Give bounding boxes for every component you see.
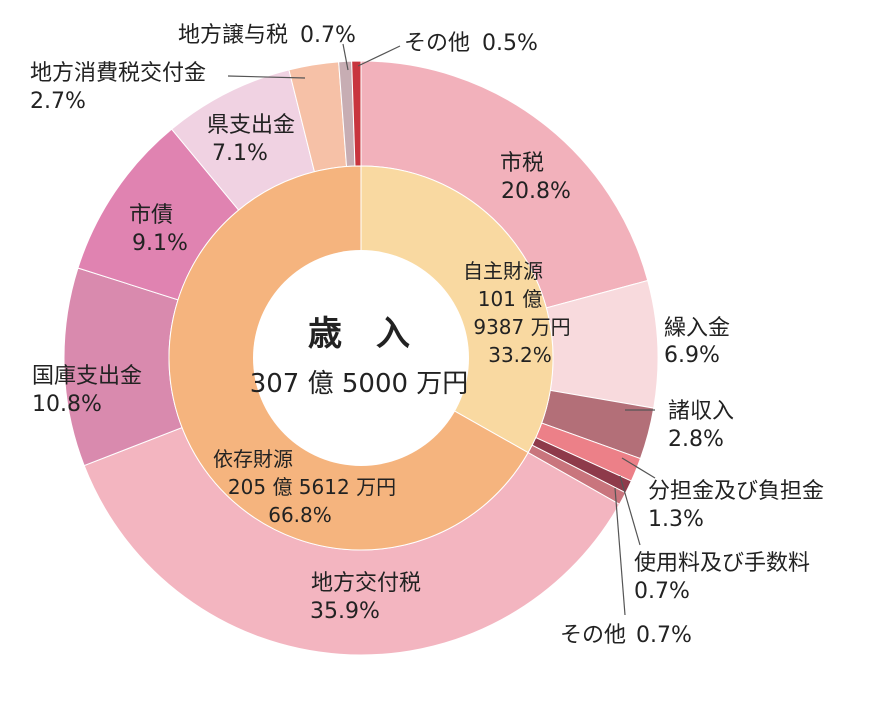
inner-label-pct: 66.8%: [268, 503, 332, 527]
outer-label-pct: 0.7%: [636, 623, 692, 648]
outer-label-shiyoryo: 使用料及び手数料 0.7%: [634, 551, 810, 604]
outer-label-pct: 20.8%: [501, 179, 571, 204]
outer-label-pct: 6.9%: [664, 343, 720, 368]
outer-ring: [63, 60, 659, 656]
outer-label-joyozei: 地方譲与税 0.7%: [178, 23, 356, 48]
inner-label-pct: 33.2%: [488, 343, 552, 367]
inner-label-amount2: 9387 万円: [473, 315, 570, 339]
center-title: 歳 入: [308, 314, 410, 354]
outer-label-shizei: 市税 20.8%: [500, 151, 571, 204]
outer-label-pct: 1.3%: [648, 507, 704, 532]
outer-label-name: 市税: [500, 151, 544, 176]
outer-label-kurinyukin: 繰入金 6.9%: [664, 316, 730, 368]
outer-label-pct: 2.7%: [30, 89, 86, 114]
outer-label-sonota-1: その他 0.7%: [560, 623, 692, 648]
inner-label-amount: 205 億 5612 万円: [228, 475, 396, 499]
outer-label-name: 県支出金: [207, 113, 295, 138]
outer-label-shohizei: 地方消費税交付金 2.7%: [30, 61, 206, 114]
leader-line: [619, 475, 641, 546]
outer-label-shoshunyu: 諸収入 2.8%: [668, 399, 734, 452]
outer-label-name: 市債: [129, 203, 173, 228]
inner-label-amount: 101 億: [478, 287, 543, 311]
outer-label-pct: 9.1%: [132, 231, 188, 256]
center-hole: [253, 250, 469, 466]
inner-label-jishu: 自主財源 101 億 9387 万円 33.2%: [463, 259, 571, 367]
outer-label-name: その他: [404, 31, 470, 56]
leader-lines: [227, 43, 656, 616]
outer-label-pct: 0.5%: [482, 31, 538, 56]
outer-label-name: 繰入金: [664, 316, 730, 341]
outer-label-ken: 県支出金 7.1%: [207, 113, 295, 166]
outer-label-name: 分担金及び負担金: [648, 479, 824, 504]
outer-label-name: 使用料及び手数料: [634, 551, 810, 576]
outer-label-pct: 7.1%: [212, 141, 268, 166]
outer-label-kofuzei: 地方交付税 35.9%: [310, 571, 421, 624]
outer-label-name: 地方消費税交付金: [30, 61, 206, 86]
leader-line: [614, 487, 626, 616]
outer-label-pct: 2.8%: [668, 427, 724, 452]
outer-label-sonota-2: その他 0.5%: [404, 31, 538, 56]
outer-label-name: 国庫支出金: [32, 364, 142, 389]
inner-label-izon: 依存財源 205 億 5612 万円 66.8%: [213, 447, 396, 527]
outer-label-name: 地方交付税: [311, 571, 421, 596]
outer-label-name: 諸収入: [668, 399, 734, 424]
outer-label-name: その他: [560, 623, 626, 648]
outer-label-name: 地方譲与税: [178, 23, 288, 48]
outer-label-buntankin: 分担金及び負担金 1.3%: [648, 479, 824, 532]
center-total: 307 億 5000 万円: [250, 369, 469, 399]
outer-label-pct: 10.8%: [32, 392, 102, 417]
leader-line: [227, 75, 306, 79]
outer-label-pct: 35.9%: [310, 599, 380, 624]
outer-label-pct: 0.7%: [300, 23, 356, 48]
outer-label-kokko: 国庫支出金 10.8%: [32, 364, 142, 417]
outer-label-shisai: 市債 9.1%: [129, 203, 188, 256]
leader-line: [621, 457, 656, 479]
leader-line: [357, 45, 401, 67]
leader-line: [342, 43, 349, 71]
outer-label-pct: 0.7%: [634, 579, 690, 604]
inner-label-name: 自主財源: [463, 259, 543, 283]
inner-label-name: 依存財源: [213, 447, 293, 471]
